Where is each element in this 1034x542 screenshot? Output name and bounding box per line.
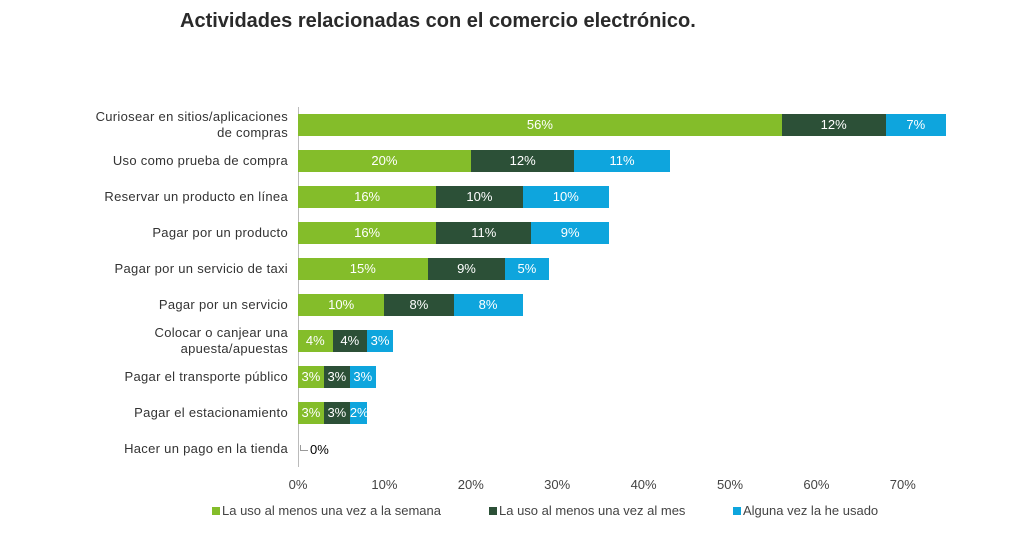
bar-segment [427,258,506,280]
bar-segment [436,222,532,244]
data-label: 12% [820,117,847,132]
data-label: 3% [353,369,373,384]
leader-line [300,445,308,451]
data-label: 3% [327,405,347,420]
data-label: 5% [517,261,537,276]
x-tick-label: 70% [889,477,916,492]
category-label: Pagar por un servicio de taxi [114,261,288,276]
category-label: Pagar el transporte público [124,369,288,384]
data-label: 10% [328,297,355,312]
data-label: 7% [906,117,926,132]
bar-segment [436,186,523,208]
x-tick-label: 40% [630,477,657,492]
x-tick-label: 60% [803,477,830,492]
data-label: 16% [354,189,381,204]
bar-segment [522,186,610,208]
x-tick-label: 20% [457,477,484,492]
bar-segment [781,114,886,136]
data-label: 20% [371,153,398,168]
legend-label: La uso al menos una vez al mes [499,503,686,518]
category-label: Hacer un pago en la tienda [124,441,288,456]
bar-segment [885,114,946,136]
x-tick-label: 0% [288,477,308,492]
data-label: 16% [354,225,381,240]
bar-segment [323,366,350,388]
bar-segment [349,366,376,388]
data-label: 10% [552,189,579,204]
data-label: 2% [349,405,369,420]
data-label: 4% [340,333,360,348]
data-label: 10% [466,189,493,204]
bar-segment [298,366,324,388]
data-label: 3% [301,369,321,384]
data-label: 11% [609,153,635,168]
x-tick-label: 10% [371,477,398,492]
data-label: 15% [349,261,376,276]
data-label: 4% [305,333,325,348]
bar-segment [298,294,385,316]
bar-segment [367,330,394,352]
legend-label: Alguna vez la he usado [743,503,879,518]
bar-segment [505,258,549,280]
bar-segment [298,402,324,424]
category-label: Curiosear en sitios/aplicaciones de comp… [95,109,288,140]
data-label: 0% [310,442,329,457]
bar-segment [298,114,782,136]
chart-title: Actividades relacionadas con el comercio… [180,10,696,32]
legend-swatch [212,507,220,515]
x-tick-label: 30% [544,477,571,492]
data-label: 3% [301,405,321,420]
bar-segment [531,222,610,244]
bar-segment [349,402,368,424]
bar-segment [574,150,670,172]
data-label: 56% [526,117,553,132]
data-label: 8% [409,297,429,312]
y-axis-line [298,107,299,467]
data-label: 9% [457,261,476,276]
category-label: Pagar por un servicio [158,297,288,312]
category-label: Pagar por un producto [152,225,288,240]
bar-segment [384,294,454,316]
bar-segment [470,150,575,172]
category-label: Uso como prueba de compra [112,153,288,168]
legend-swatch [733,507,741,515]
x-tick-label: 50% [716,477,744,492]
bar-segment [298,150,471,172]
bar-segment [298,222,437,244]
category-label: Colocar o canjear una apuesta/apuestas [154,325,288,356]
bar-segment [453,294,523,316]
legend-swatch [489,507,497,515]
bar-segment [298,186,437,208]
data-label: 8% [478,297,498,312]
bar-segment [332,330,368,352]
bar-segment [323,402,350,424]
category-label: Pagar el estacionamiento [134,405,288,420]
data-label: 11% [471,225,497,240]
data-label: 9% [560,225,580,240]
bar-segment [298,258,428,280]
data-label: 12% [509,153,536,168]
bar-segment [298,330,333,352]
category-label: Reservar un producto en línea [104,189,288,204]
data-label: 3% [370,333,390,348]
data-label: 3% [327,369,347,384]
legend-label: La uso al menos una vez a la semana [222,503,441,518]
